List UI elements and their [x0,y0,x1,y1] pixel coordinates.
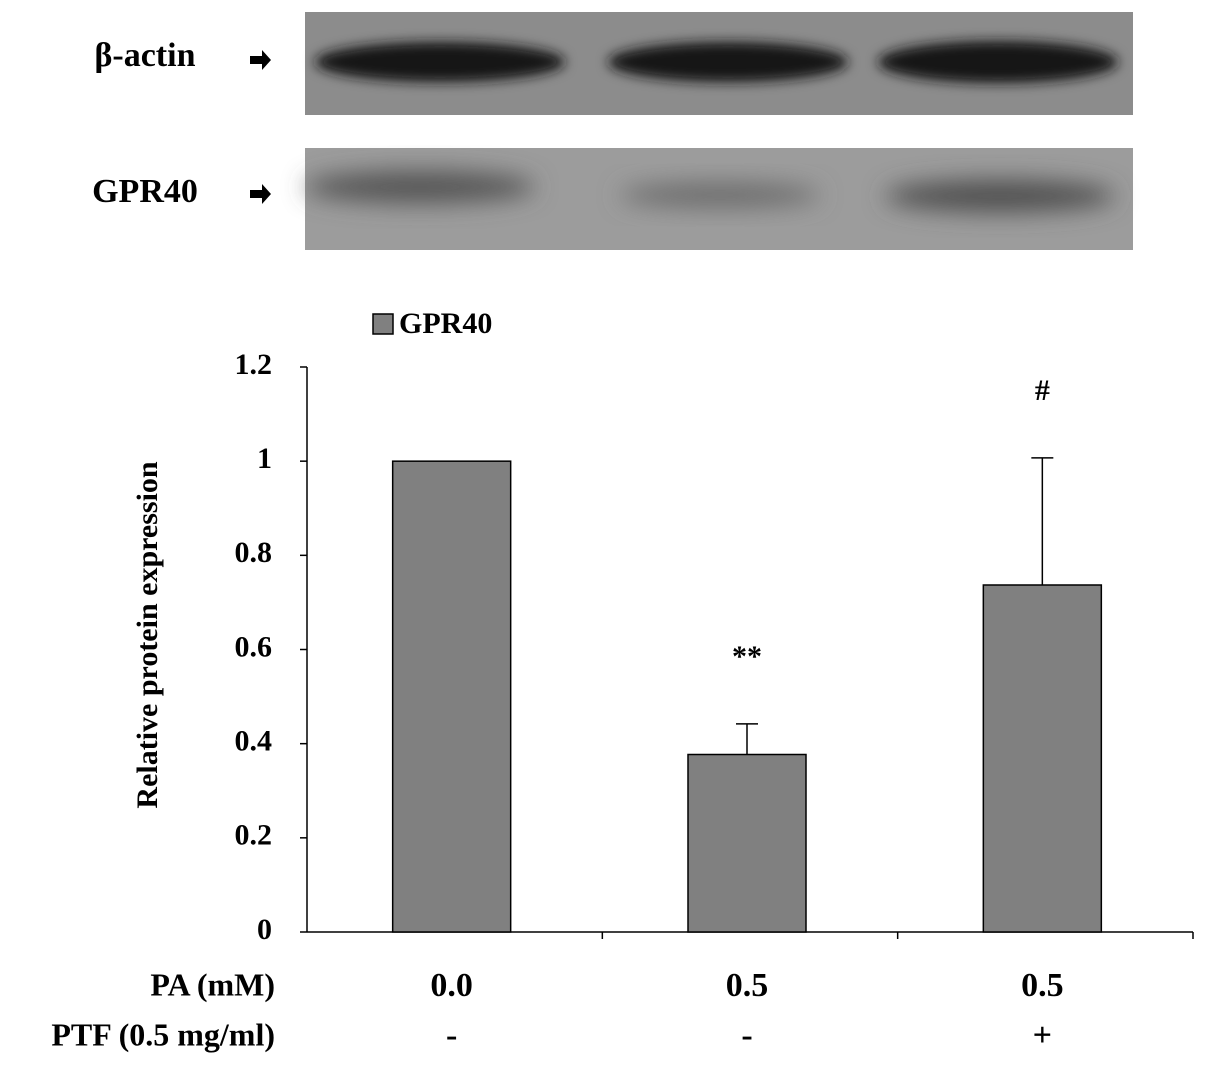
y-tick-label: 0.2 [235,819,273,852]
y-tick-label: 1.2 [235,348,273,381]
bar [391,460,512,933]
x-tick-label: 0.5 [726,967,769,1004]
x-tick-label: 0.0 [430,967,473,1004]
y-tick-label: 0.4 [235,725,273,758]
x-tick-label: - [446,1017,457,1054]
y-tick-label: 0 [257,913,272,946]
y-tick-label: 0.8 [235,536,273,569]
y-tick-label: 1 [257,442,272,475]
row-label: PA (mM) [150,966,275,1002]
blot-label: GPR40 [92,173,198,210]
x-tick-label: + [1033,1017,1052,1054]
annotation: ** [732,640,762,673]
legend-label: GPR40 [399,307,492,340]
y-tick-label: 0.6 [235,630,273,663]
blot-label: β-actin [94,37,195,74]
arrow [250,184,271,204]
bar [982,584,1103,933]
x-tick-label: 0.5 [1021,967,1064,1004]
y-axis-label: Relative protein expression [131,461,164,809]
annotation: # [1035,374,1050,407]
row-label: PTF (0.5 mg/ml) [51,1016,275,1052]
x-tick-label: - [741,1017,752,1054]
arrow [250,50,271,70]
bar [687,753,807,933]
error-bar [736,723,758,755]
blot-image [305,12,1133,250]
error-bar [1031,457,1054,585]
legend-swatch [372,313,394,335]
